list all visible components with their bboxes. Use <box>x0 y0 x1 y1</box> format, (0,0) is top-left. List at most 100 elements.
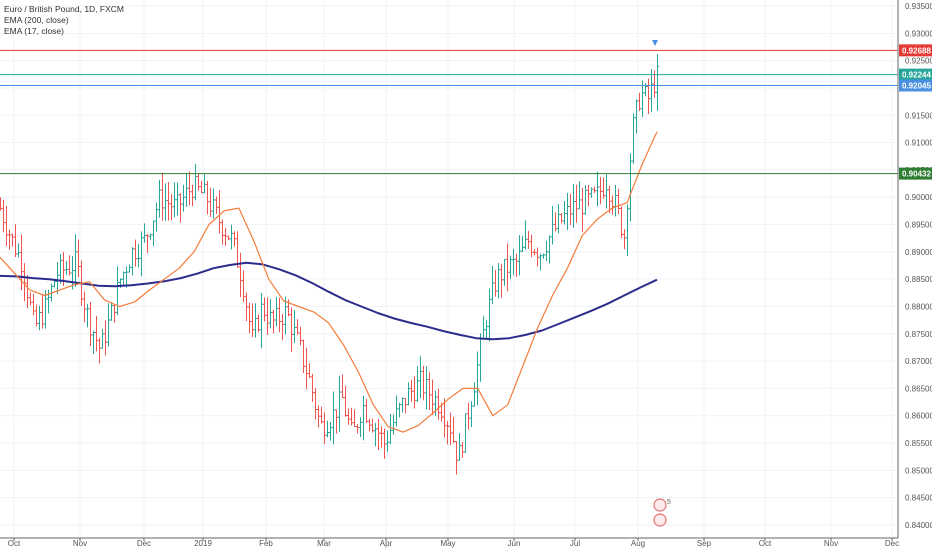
ohlc-bar <box>494 270 497 297</box>
ohlc-bar <box>251 303 254 338</box>
ohlc-bar <box>509 255 512 279</box>
ohlc-bar <box>452 416 455 444</box>
ohlc-bar <box>473 382 476 407</box>
ohlc-bar <box>554 212 557 232</box>
ohlc-bar <box>206 180 209 215</box>
ohlc-bar <box>539 253 542 271</box>
ohlc-bar <box>137 244 140 268</box>
ohlc-bar <box>470 401 473 428</box>
ohlc-bar <box>404 397 407 414</box>
ohlc-bar <box>329 421 332 441</box>
y-tick-label: 0.90000 <box>905 193 932 202</box>
ohlc-bar <box>92 330 95 354</box>
ohlc-bar <box>563 200 566 225</box>
ohlc-bar <box>608 185 611 214</box>
ohlc-bar <box>164 183 167 221</box>
event-marker[interactable]: 5 <box>653 498 671 527</box>
ohlc-bar <box>320 406 323 424</box>
ohlc-bar <box>632 113 635 164</box>
ohlc-bar <box>326 420 329 438</box>
ohlc-bar <box>626 204 629 257</box>
ohlc-bar <box>197 173 200 191</box>
ohlc-bar <box>620 206 623 238</box>
ohlc-bar <box>347 408 350 425</box>
ohlc-bar <box>437 388 440 420</box>
x-tick-label: 2019 <box>194 539 212 548</box>
ohlc-bar <box>65 261 68 276</box>
ohlc-bar <box>557 204 560 234</box>
ohlc-bar <box>488 288 491 342</box>
ohlc-bar <box>0 197 2 211</box>
ohlc-bar <box>53 279 56 288</box>
ohlc-bar <box>59 254 62 284</box>
ohlc-bar <box>239 252 242 297</box>
ohlc-bar <box>188 171 191 206</box>
ohlc-bar <box>413 376 416 409</box>
ema200-series <box>0 261 658 341</box>
ohlc-bar <box>41 294 44 329</box>
ohlc-bar <box>533 249 536 256</box>
svg-text:0.92688: 0.92688 <box>902 46 931 55</box>
x-tick-label: Dec <box>137 539 151 548</box>
ohlc-bar <box>605 174 608 209</box>
ohlc-bar <box>284 296 287 335</box>
ohlc-bar <box>356 424 359 434</box>
ohlc-bar <box>122 271 125 287</box>
ohlc-bar <box>29 292 32 306</box>
ohlc-bar <box>95 315 98 352</box>
x-tick-label: Aug <box>631 539 645 548</box>
ohlc-bar <box>617 188 620 215</box>
ohlc-bar <box>269 298 272 329</box>
x-tick-label: Feb <box>259 539 273 548</box>
ohlc-bar <box>377 418 380 451</box>
ohlc-bar <box>170 194 173 221</box>
ohlc-bar <box>383 428 386 459</box>
ohlc-bar <box>611 195 614 215</box>
ohlc-bar <box>575 184 578 223</box>
ohlc-bar <box>2 199 5 233</box>
ohlc-bar <box>419 356 422 399</box>
ohlc-bar <box>158 179 161 218</box>
ohlc-bar <box>209 187 212 217</box>
ohlc-bar <box>446 421 449 445</box>
x-tick-label: Nov <box>73 539 87 548</box>
ohlc-bar <box>596 171 599 207</box>
ohlc-bar <box>11 233 14 247</box>
ohlc-bar <box>638 92 641 111</box>
ohlc-bar <box>272 309 275 334</box>
price-line-label: 0.90432 <box>899 167 932 180</box>
ohlc-bar <box>500 263 503 298</box>
ohlc-bar <box>275 296 278 327</box>
ohlc-bar <box>491 265 494 304</box>
ohlc-bar <box>152 220 155 247</box>
ohlc-bar <box>143 223 146 243</box>
ohlc-bar <box>467 402 470 430</box>
ohlc-bar <box>392 414 395 435</box>
y-tick-label: 0.88000 <box>905 302 932 311</box>
ohlc-bar <box>131 247 134 276</box>
ohlc-bar <box>182 184 185 212</box>
ohlc-bar <box>623 229 626 250</box>
y-tick-label: 0.85000 <box>905 466 932 475</box>
ohlc-bar <box>338 375 341 432</box>
price-lines <box>0 49 898 175</box>
ohlc-bar <box>521 235 524 252</box>
ohlc-bar <box>227 235 230 240</box>
ohlc-bar <box>14 224 17 258</box>
legend: Euro / British Pound, 1D, FXCM EMA (200,… <box>4 4 124 37</box>
x-tick-label: Oct <box>8 539 21 548</box>
y-tick-label: 0.93500 <box>905 2 932 11</box>
x-tick-label: Jul <box>570 539 580 548</box>
ohlc-bar <box>149 233 152 240</box>
events[interactable]: 5 <box>652 40 671 527</box>
ohlc-bar <box>203 174 206 194</box>
ohlc-bar <box>218 190 221 234</box>
ohlc-bar <box>497 263 500 299</box>
ohlc-bar <box>212 188 215 219</box>
ohlc-bar <box>443 398 446 438</box>
ohlc-bar <box>650 68 653 112</box>
ohlc-bar <box>545 240 548 262</box>
